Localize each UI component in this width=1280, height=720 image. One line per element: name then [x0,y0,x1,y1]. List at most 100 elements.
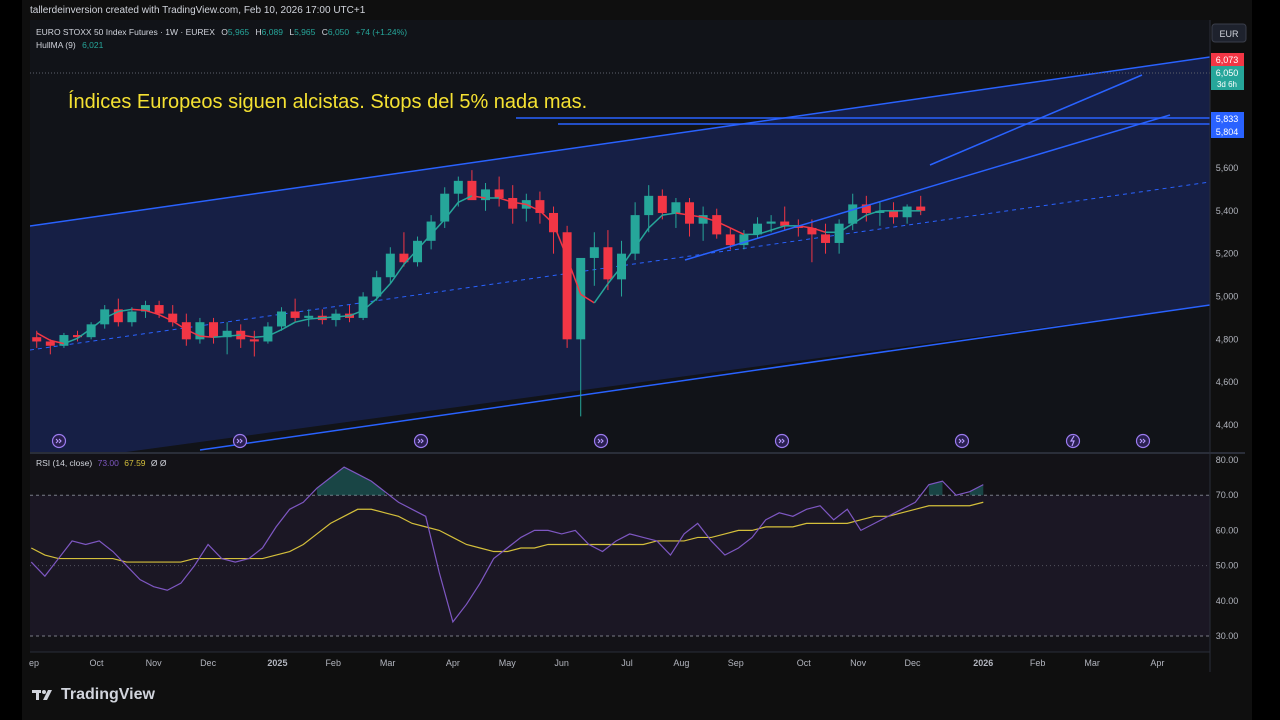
hull-ma-segment [607,266,623,285]
candle-body [861,204,871,213]
candle-body [372,277,382,297]
time-tick-label: Jun [554,658,569,668]
candle-body [385,253,395,278]
time-tick-label: Feb [325,658,341,668]
annotation-text[interactable]: Índices Europeos siguen alcistas. Stops … [68,90,587,113]
level1-tag [1211,112,1244,125]
event-arrow-glyph [778,438,785,444]
tradingview-logo-icon [32,690,52,700]
event-arrow-glyph [958,438,965,444]
hull-ma-segment [444,201,459,220]
event-arrow-glyph [597,438,604,444]
candle-body [834,223,844,243]
candle-body [168,313,178,323]
indicator-name: HullMA (9) [36,40,76,50]
hull-ma-segment [634,227,650,248]
event-marker-icon [1135,433,1151,449]
candle-body [154,305,164,314]
candle-body [73,335,83,338]
channel-upper-line [30,56,1210,227]
time-tick-label: Apr [1150,658,1164,668]
rsi-legend-value: 73.00 [98,458,120,468]
hull-ma-segment [593,283,609,304]
currency-button[interactable] [1211,23,1247,43]
rsi-overbought-fill [316,467,385,496]
hull-ma-segment [770,225,785,231]
hull-ma-segment [757,229,772,236]
rsi-tick-label: 80.00 [1216,455,1239,465]
legend-change: +74 (+1.24%) [356,27,408,37]
time-tick-label: Oct [797,658,812,668]
hull-ma-segment [430,218,446,235]
price-tick-label: 5,400 [1216,206,1239,216]
rsi-line [30,466,984,624]
price-tick-label: 5,200 [1216,249,1239,259]
hull-ma-segment [416,233,432,250]
legend-h-value: 6,089 [262,27,284,37]
candle-body [481,189,491,201]
tradingview-logo[interactable]: TradingView [32,686,155,704]
high-price-label: 6,073 [1216,55,1239,65]
event-marker-icon [413,433,429,449]
price-tick-label: 4,400 [1216,420,1239,430]
hull-ma-segment [131,308,146,312]
rsi-ma-line [31,501,984,563]
candle-body [508,197,518,209]
candle-body [589,247,599,258]
hull-ma-segment [675,212,690,216]
event-marker-icon [51,433,67,449]
legend-line[interactable]: EURO STOXX 50 Index Futures · 1W · EUREX… [36,27,407,37]
candle-body [807,227,817,235]
legend-symbol: EURO STOXX 50 Index Futures · 1W · EUREX [36,27,215,37]
event-arrow-glyph [1139,438,1146,444]
candle-body [195,322,205,340]
candle-body [494,189,504,198]
candle-body [549,212,559,233]
candle-body [277,311,287,327]
hull-ma-segment [702,216,717,223]
candle-body [209,322,219,338]
candle-body [685,202,695,224]
rsi-axis[interactable]: 30.00 40.00 50.00 60.00 70.00 80.00 [1216,455,1239,641]
time-tick-label: Mar [1084,658,1100,668]
hull-ma-segment [240,334,255,338]
price-axis[interactable]: 4,400 4,600 4,800 5,000 5,200 5,400 5,600 [1216,163,1239,430]
candle-body [889,210,899,218]
hull-ma-segment [322,316,336,319]
legend-l-value: 5,965 [294,27,316,37]
price-tick-label: 4,800 [1216,334,1239,344]
candle-body [644,195,654,216]
candle-body [141,305,151,312]
hull-ma-segment [729,227,745,236]
hull-ma-segment [866,210,881,216]
bar-countdown: 3d 6h [1217,80,1237,89]
hull-ma-segment [648,214,663,229]
brand-name: TradingView [61,686,155,703]
rsi-legend[interactable]: RSI (14, close) 73.00 67.59 Ø Ø [36,458,167,468]
event-arrow-glyph [236,438,243,444]
hull-ma-segment [335,315,350,318]
candle-body [426,221,436,241]
rsi-legend-ma: 67.59 [124,458,146,468]
level2-tag [1211,125,1244,138]
hull-ma-segment [838,223,854,233]
hull-ma-segment [254,335,268,338]
candle-body [671,202,681,213]
event-arrow-glyph [417,438,424,444]
hull-ma-segment [63,337,78,345]
time-axis[interactable]: ep Oct Nov Dec 2025 Feb Mar Apr May Jun Jul Aug Sep O… [29,658,1164,668]
hull-ma-segment [716,220,731,229]
candle-body [916,206,926,211]
hull-ma-segment [811,227,826,233]
event-markers[interactable] [51,433,1151,449]
hull-ma-segment [389,263,405,285]
rsi-layer [30,466,1210,637]
indicator-legend[interactable]: HullMA (9) 6,021 [36,40,104,50]
candle-body [440,193,450,222]
candle-body [535,200,545,213]
hull-ma-segment [36,332,51,342]
hull-ma-segment [104,310,119,319]
hull-ma-segment [227,334,241,337]
legend-l-label: L [289,27,294,37]
